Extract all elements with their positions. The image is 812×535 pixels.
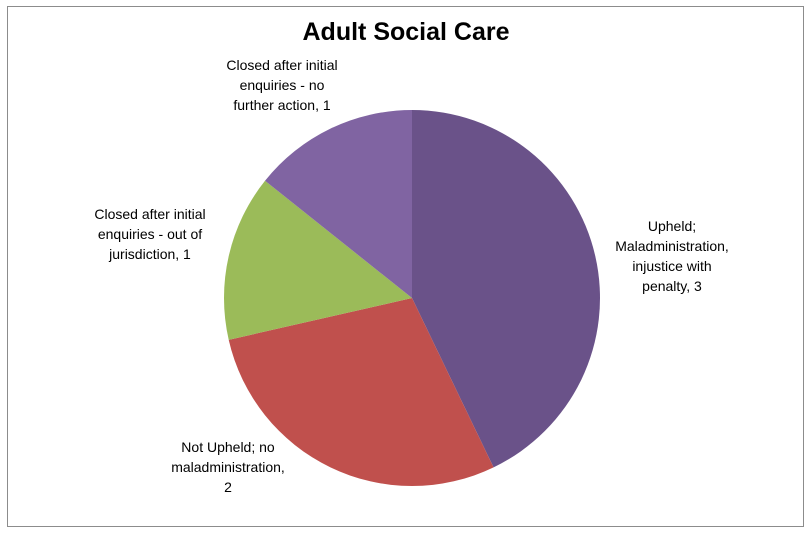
slice-label-upheld: Upheld; Maladministration, injustice with p… xyxy=(592,216,752,296)
slice-label-line: enquiries - no xyxy=(239,77,325,93)
pie-slice-2 xyxy=(224,180,412,340)
slice-label-line: enquiries - out of xyxy=(97,226,203,242)
slice-label-line: Upheld; xyxy=(647,218,697,234)
pie-slice-0 xyxy=(412,110,600,468)
slice-label-out-of-jurisdiction: Closed after initial enquiries - out of ju… xyxy=(70,204,230,264)
slice-label-line: Maladministration, xyxy=(615,238,729,254)
slice-label-line: 2 xyxy=(224,479,232,495)
slice-label-line: maladministration, xyxy=(171,459,285,475)
pie-slice-3 xyxy=(265,110,412,298)
slice-label-line: injustice with xyxy=(632,258,712,274)
slice-label-line: further action, 1 xyxy=(233,97,331,113)
slice-label-line: Closed after initial xyxy=(94,206,206,222)
slice-label-no-further-action: Closed after initial enquiries - no furthe… xyxy=(202,55,362,115)
slice-label-line: jurisdiction, 1 xyxy=(109,246,191,262)
slice-label-line: penalty, 3 xyxy=(642,278,702,294)
chart-title: Adult Social Care xyxy=(302,18,510,46)
slice-label-line: Not Upheld; no xyxy=(181,439,275,455)
slice-label-line: Closed after initial xyxy=(226,57,338,73)
pie-slice-1 xyxy=(228,298,494,486)
slice-label-not-upheld: Not Upheld; no maladministration, 2 xyxy=(148,437,308,497)
